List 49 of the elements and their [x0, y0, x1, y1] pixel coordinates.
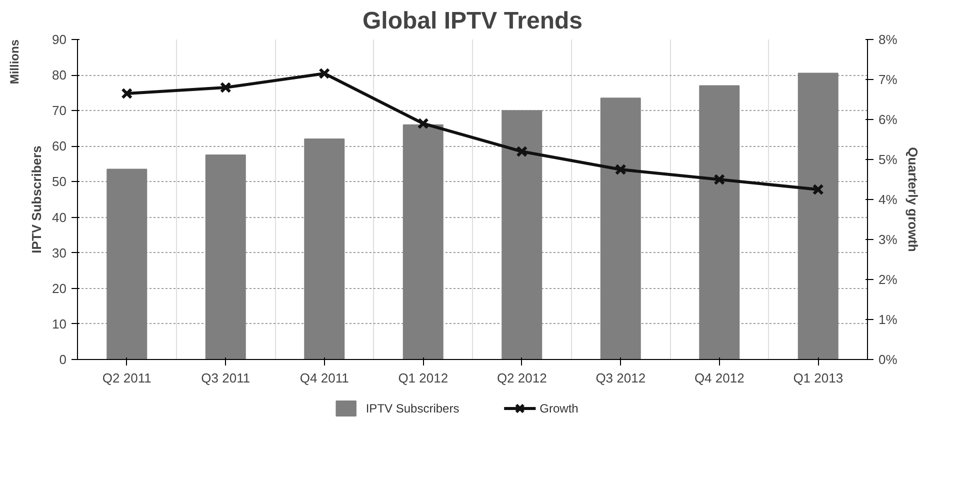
y-tick-label: 30: [52, 245, 67, 260]
point: [614, 164, 626, 176]
point: [417, 118, 429, 130]
y2-tick-label: 7%: [878, 72, 898, 87]
y2-tick-label: 4%: [878, 192, 898, 207]
y-tick-label: 50: [52, 174, 67, 190]
y-tick-label: 60: [52, 138, 67, 154]
y2-tick-label: 1%: [878, 312, 898, 327]
y-tick-label: 80: [52, 68, 67, 83]
y-tick-label: 90: [52, 32, 67, 47]
y-tick-label: 10: [52, 316, 67, 332]
y-tick-label: 20: [52, 280, 67, 296]
point: [516, 146, 528, 158]
point: [812, 184, 824, 196]
bar: [600, 98, 641, 360]
x-tick-label: Q3 2011: [201, 370, 250, 386]
point: [714, 174, 726, 186]
bar: [798, 72, 838, 360]
y2-tick-label: 5%: [878, 152, 898, 167]
y2-axis-title: Quarterly growth: [905, 147, 920, 252]
x-tick-label: Q4 2011: [300, 370, 349, 386]
bar: [106, 168, 148, 360]
legend-label: Growth: [540, 402, 578, 416]
x-tick-label: Q2 2011: [102, 370, 152, 386]
y-axis-title: IPTV Subscribers: [29, 146, 44, 254]
text: Millions: [8, 39, 22, 84]
y2-tick-label: 3%: [878, 232, 898, 247]
y-tick-label: 70: [52, 103, 67, 118]
x-tick-label: Q4 2012: [694, 370, 744, 386]
x-tick-label: Q1 2012: [398, 370, 448, 386]
point: [121, 88, 133, 100]
bar: [304, 138, 345, 360]
point: [220, 82, 232, 94]
y2-tick-label: 6%: [878, 112, 898, 127]
x-tick-label: Q2 2012: [496, 370, 547, 386]
x-tick-label: Q1 2013: [793, 370, 844, 386]
bar: [205, 154, 246, 360]
y2-tick-label: 0%: [878, 352, 898, 367]
x-tick-label: Q3 2012: [596, 370, 646, 386]
bar: [502, 110, 542, 360]
bar: [699, 85, 740, 360]
legend-label: IPTV Subscribers: [366, 402, 460, 416]
chart-title: Global IPTV Trends: [362, 8, 583, 34]
y-tick-label: 0: [59, 352, 67, 367]
point: [318, 68, 330, 80]
y-tick-label: 40: [52, 210, 67, 225]
bar: [402, 124, 444, 360]
y2-tick-label: 2%: [878, 272, 898, 287]
y2-tick-label: 8%: [878, 32, 898, 47]
